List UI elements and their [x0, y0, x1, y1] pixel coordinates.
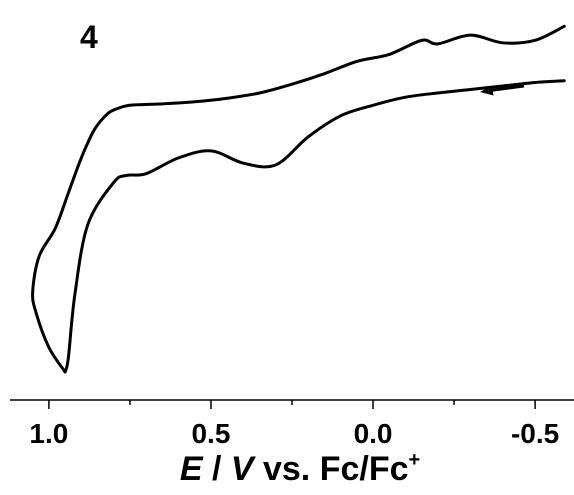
x-label-rest: vs. Fc/Fc: [254, 450, 409, 488]
scan-arrow-head: [480, 85, 494, 96]
panel-label: 4: [80, 19, 98, 55]
x-label-superscript: +: [409, 449, 421, 471]
cv-trace-reverse: [31, 24, 566, 374]
x-tick-label: 0.0: [354, 418, 393, 449]
x-tick-label: 1.0: [29, 418, 68, 449]
x-tick-label: -0.5: [511, 418, 559, 449]
x-tick-label: 0.5: [191, 418, 230, 449]
x-axis-label: E / V vs. Fc/Fc+: [180, 449, 420, 488]
x-axis-ticks: [48, 400, 536, 409]
x-axis-tick-labels: 1.0 0.5 0.0 -0.5: [29, 418, 559, 449]
x-label-e: E: [180, 450, 204, 488]
x-label-sep: /: [203, 450, 231, 488]
cv-trace-forward: [63, 79, 566, 374]
scan-direction-arrow: [480, 84, 525, 96]
x-label-v: V: [231, 450, 257, 488]
voltammogram-curves: [31, 24, 566, 374]
